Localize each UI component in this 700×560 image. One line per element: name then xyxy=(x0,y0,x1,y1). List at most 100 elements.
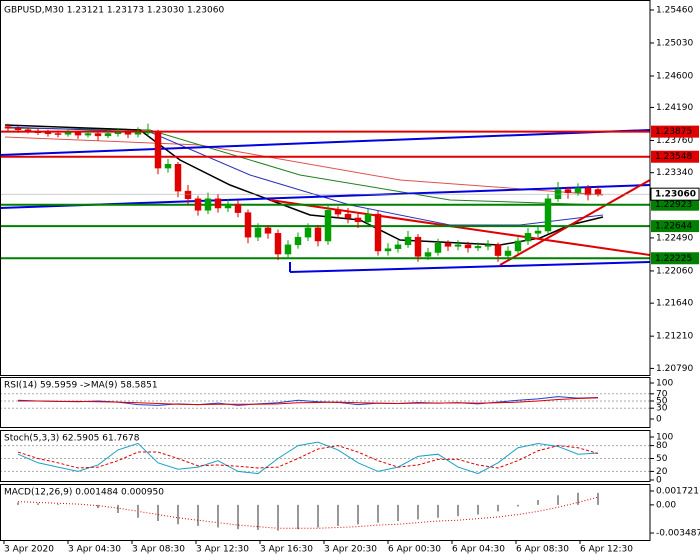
candle-body xyxy=(304,227,312,238)
channel-line xyxy=(0,129,651,156)
candle-body xyxy=(524,233,532,242)
level-label: 1.22644 xyxy=(655,222,692,232)
y-tick-label: 20 xyxy=(656,467,668,477)
x-tick-label: 6 Apr 12:30 xyxy=(580,545,633,555)
y-tick-label: 30 xyxy=(656,404,668,414)
candle-body xyxy=(4,126,12,129)
candle-body xyxy=(164,163,172,169)
candle-body xyxy=(94,133,102,137)
candle-body xyxy=(494,244,502,256)
candle-body xyxy=(424,252,432,257)
candle-body xyxy=(344,213,352,219)
candle-body xyxy=(174,163,182,192)
indicator-line xyxy=(18,397,599,406)
channel-line xyxy=(289,261,651,273)
y-tick-label: 1.21210 xyxy=(656,332,693,342)
y-tick-label: 100 xyxy=(656,379,673,389)
x-tick-label: 6 Apr 08:30 xyxy=(516,545,569,555)
y-tick-label: 1.23760 xyxy=(656,136,693,146)
candle-body xyxy=(154,131,162,169)
candle-body xyxy=(44,132,52,135)
indicator-title: Stoch(5,3,3) 62.5905 61.7678 xyxy=(4,434,140,444)
y-tick-label: 100 xyxy=(656,433,673,443)
candle-body xyxy=(274,233,282,255)
candle-body xyxy=(264,227,272,234)
main-frame xyxy=(0,0,651,376)
level-label: 1.23548 xyxy=(655,152,692,162)
candle-body xyxy=(64,132,72,135)
indicator-line xyxy=(17,496,599,529)
candle-body xyxy=(364,213,372,223)
y-tick-label: 50 xyxy=(656,454,668,464)
indicator-title: RSI(14) 59.5959 ->MA(9) 58.5851 xyxy=(4,381,158,391)
level-label: 1.22923 xyxy=(655,200,692,210)
candle-body xyxy=(374,213,382,252)
candle-body xyxy=(84,133,92,136)
level-label-box xyxy=(651,220,699,233)
candle-body xyxy=(244,212,252,238)
stoch-frame xyxy=(0,430,651,482)
candle-body xyxy=(254,227,262,238)
candle-body xyxy=(204,198,212,211)
x-tick-label: 3 Apr 04:30 xyxy=(68,545,121,555)
candle-body xyxy=(384,248,392,252)
candle-body xyxy=(544,198,552,232)
y-tick-label: 1.20790 xyxy=(656,364,693,374)
y-tick-label: 0.00 xyxy=(656,500,676,510)
current-price-box xyxy=(650,187,700,201)
candle-body xyxy=(394,244,402,249)
candle-body xyxy=(584,187,592,196)
candle-body xyxy=(144,131,152,134)
candle-body xyxy=(574,187,582,193)
candle-body xyxy=(54,133,62,135)
level-label-box xyxy=(651,252,699,265)
y-tick-label: -0.003487 xyxy=(656,529,700,539)
candle-body xyxy=(194,198,202,211)
y-tick-label: 1.21640 xyxy=(656,299,693,309)
indicator-line xyxy=(17,445,599,469)
candle-body xyxy=(484,244,492,247)
level-label-box xyxy=(651,198,699,211)
candle-body xyxy=(74,132,82,136)
candle-body xyxy=(454,244,462,247)
y-tick-label: 1.25460 xyxy=(656,5,693,15)
candle-body xyxy=(114,132,122,135)
ma-green xyxy=(4,127,604,206)
candle-body xyxy=(444,243,452,247)
x-tick-label: 6 Apr 00:30 xyxy=(388,545,441,555)
candle-body xyxy=(184,190,192,200)
candle-body xyxy=(354,217,362,223)
candle-body xyxy=(434,243,442,253)
candle-body xyxy=(514,240,522,252)
candle-body xyxy=(314,227,322,242)
x-tick-label: 3 Apr 2020 xyxy=(4,545,54,555)
y-tick-label: 1.22060 xyxy=(656,266,693,276)
candle-body xyxy=(124,132,132,135)
y-tick-label: 0.001721 xyxy=(656,487,699,497)
marks: 1.25460 1.25030 1.24600 1.24190 1.23760 1.233… xyxy=(0,5,700,555)
candle-body xyxy=(534,230,542,234)
rsi-frame xyxy=(0,377,651,428)
y-tick-label: 1.24190 xyxy=(656,103,693,113)
chart-title: GBPUSD,M30 1.23121 1.23173 1.23030 1.230… xyxy=(4,6,224,16)
y-tick-label: 50 xyxy=(656,397,668,407)
candle-body xyxy=(414,236,422,257)
indicator-line xyxy=(17,441,599,475)
candle-body xyxy=(34,130,42,134)
candle-body xyxy=(594,189,602,195)
y-tick-label: 1.25030 xyxy=(656,38,693,48)
indicator-title: MACD(12,26,9) 0.001484 0.000950 xyxy=(4,488,164,498)
x-tick-label: 3 Apr 16:30 xyxy=(260,545,313,555)
panel-frames xyxy=(0,0,651,541)
x-tick-label: 6 Apr 04:30 xyxy=(452,545,505,555)
candle-body xyxy=(324,210,332,242)
x-tick-label: 3 Apr 12:30 xyxy=(196,545,249,555)
y-tick-label: 0 xyxy=(656,476,662,486)
candle-body xyxy=(404,236,412,246)
candle-body xyxy=(294,236,302,246)
candle-body xyxy=(504,250,512,256)
candle-body xyxy=(14,127,22,130)
candle-body xyxy=(564,189,572,193)
y-tick-label: 1.22490 xyxy=(656,233,693,243)
